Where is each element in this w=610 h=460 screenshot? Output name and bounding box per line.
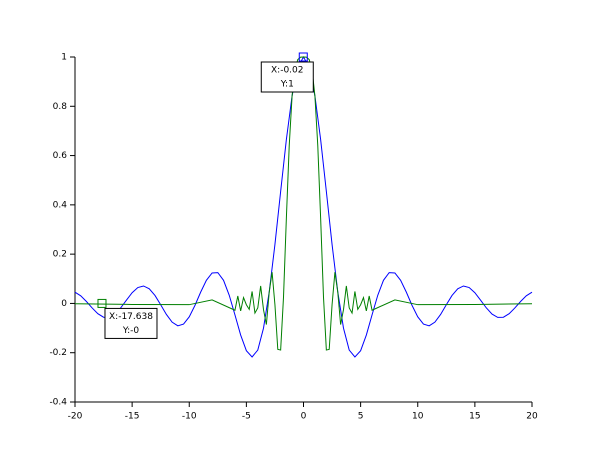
y-tick-label: -0.2 — [49, 348, 67, 358]
x-tick-label: -15 — [125, 412, 140, 422]
y-tick-label: 0.8 — [53, 102, 68, 112]
datatip-marker — [298, 52, 308, 62]
datatip-text: Y:-0 — [122, 326, 140, 336]
x-tick-label: -5 — [242, 412, 251, 422]
y-tick-label: 0 — [61, 299, 67, 309]
y-tick-label: 0.4 — [53, 200, 68, 210]
x-tick-label: -10 — [182, 412, 197, 422]
x-tick-label: 15 — [469, 412, 480, 422]
x-tick-label: 5 — [358, 412, 364, 422]
datatip-marker — [97, 298, 107, 308]
series-line — [74, 56, 533, 351]
datatip-text: X:-0.02 — [271, 66, 303, 76]
datatip-text: Y:1 — [280, 80, 294, 90]
x-tick-label: 20 — [526, 412, 538, 422]
y-tick-label: 0.2 — [53, 250, 67, 260]
y-tick-label: 1 — [61, 53, 67, 63]
y-tick-label: 0.6 — [53, 151, 68, 161]
x-tick-label: 0 — [301, 412, 307, 422]
datatip-text: X:-17.638 — [109, 312, 153, 322]
x-tick-label: -20 — [68, 412, 83, 422]
datatip-box — [104, 307, 158, 339]
y-tick-label: -0.4 — [49, 398, 67, 408]
datatip-box — [260, 61, 314, 93]
x-tick-label: 10 — [412, 412, 424, 422]
